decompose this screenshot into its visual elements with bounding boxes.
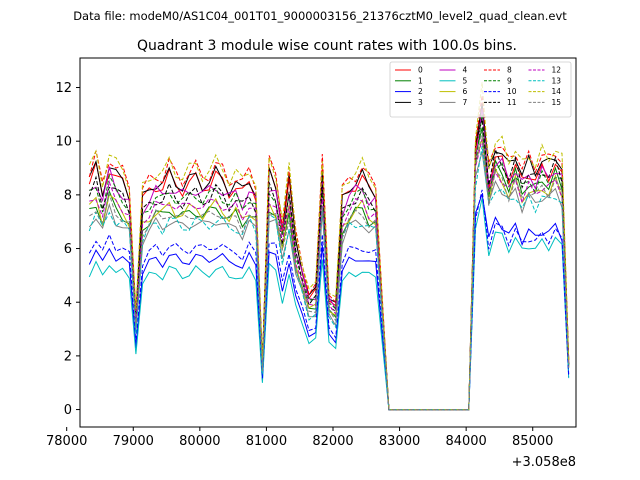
series-line-1: [89, 127, 570, 411]
x-tick-label: 80000: [179, 434, 220, 449]
legend-label: 8: [507, 66, 512, 75]
series-line-2: [88, 193, 570, 411]
x-tick-label: 85000: [512, 434, 553, 449]
y-tick-label: 2: [64, 349, 72, 364]
series-line-9: [89, 114, 570, 411]
series-line-15: [89, 131, 570, 411]
series-line-7: [88, 151, 570, 411]
legend-label: 13: [552, 76, 562, 85]
x-tick-label: 81000: [246, 434, 287, 449]
legend-label: 15: [552, 98, 562, 107]
legend-label: 14: [552, 87, 562, 96]
series-line-10: [88, 189, 570, 411]
legend-label: 11: [507, 98, 517, 107]
legend-label: 0: [418, 66, 423, 75]
series-line-0: [88, 105, 570, 411]
x-tick-label: 82000: [312, 434, 353, 449]
axes-frame: [79, 57, 577, 428]
series-line-5: [88, 198, 570, 411]
y-tick-label: 8: [64, 188, 72, 203]
series-line-13: [88, 146, 570, 411]
y-axis: 0 2 4 6 8 10 12: [55, 81, 80, 418]
legend-label: 1: [418, 76, 423, 85]
legend-label: 12: [552, 66, 562, 75]
legend-label: 10: [507, 87, 517, 96]
legend-label: 7: [463, 98, 468, 107]
x-tick-label: 78000: [46, 434, 87, 449]
x-tick-label: 84000: [445, 434, 486, 449]
x-axis: 78000 79000 80000 81000 82000 83000 84000 85000: [46, 427, 553, 449]
legend-label: 6: [463, 87, 468, 96]
series-line-6: [88, 138, 570, 411]
series-line-14: [88, 82, 570, 411]
y-tick-label: 6: [64, 242, 72, 257]
x-tick-label: 79000: [113, 434, 154, 449]
y-tick-label: 12: [55, 81, 72, 96]
legend-label: 2: [418, 87, 423, 96]
x-offset-label: +3.058e8: [512, 455, 576, 470]
y-tick-label: 10: [55, 135, 72, 150]
legend-label: 3: [418, 98, 423, 107]
plot-area: [88, 82, 570, 411]
series-line-12: [89, 139, 570, 411]
legend-label: 5: [463, 76, 468, 85]
series-line-11: [88, 118, 570, 411]
figure-suptitle: Data file: modeM0/AS1C04_001T01_90000031…: [73, 9, 567, 23]
y-tick-label: 4: [64, 296, 72, 311]
legend-label: 9: [507, 76, 512, 85]
legend-label: 4: [463, 66, 468, 75]
series-line-3: [88, 103, 570, 411]
x-tick-label: 83000: [379, 434, 420, 449]
legend-box: [389, 61, 572, 118]
chart-title: Quadrant 3 module wise count rates with …: [137, 38, 517, 54]
y-tick-label: 0: [64, 403, 72, 418]
